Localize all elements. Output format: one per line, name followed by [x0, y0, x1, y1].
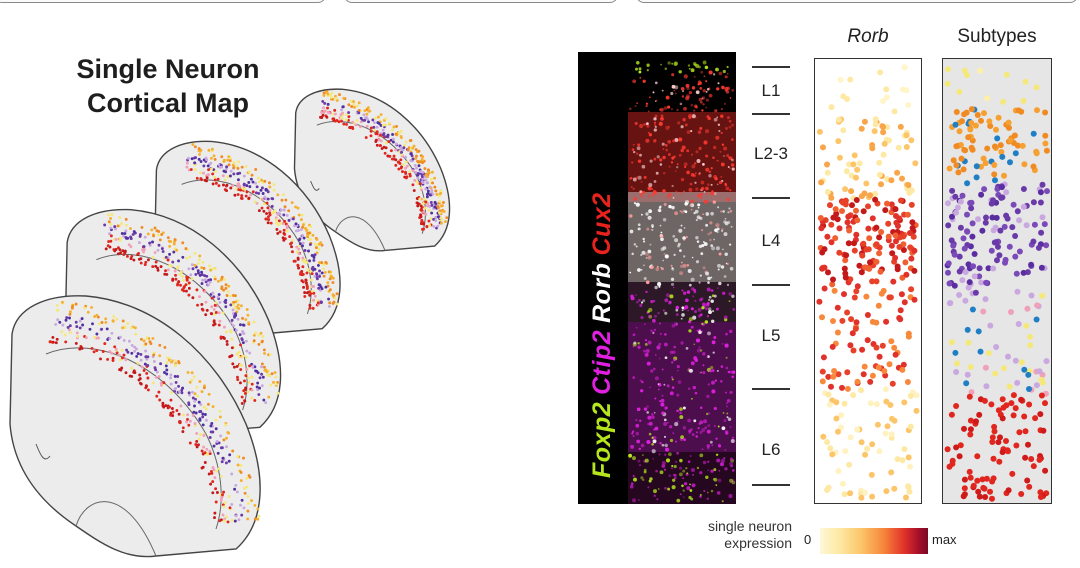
rorb-panel-title: Rorb: [847, 26, 889, 47]
brain-sections-illustration: [9, 88, 451, 558]
rorb-expression-panel: [814, 58, 922, 504]
figure-title: Single Neuron Cortical Map: [28, 52, 308, 120]
top-tab-strip: [0, 0, 1080, 4]
layer-label-l1: L1: [761, 81, 781, 100]
layer-boundary: [752, 388, 790, 390]
layer-label-l4: L4: [761, 231, 781, 250]
fluorescence-stain-image: [578, 52, 736, 504]
tab-fragment-middle: [344, 0, 618, 3]
marker-label: Foxp2 Ctip2 Rorb Cux2: [588, 185, 617, 478]
colorbar-max-label: max: [932, 532, 957, 547]
expression-colorbar: [820, 528, 928, 554]
title-line-1: Single Neuron: [76, 54, 260, 84]
layer-label-l2-3: L2-3: [753, 144, 789, 163]
marker-rorb: Rorb: [588, 262, 616, 323]
colorbar-label: single neuron expression: [660, 518, 792, 552]
tab-fragment-right: [636, 0, 1078, 3]
layer-label-l5: L5: [761, 326, 781, 345]
title-line-2: Cortical Map: [86, 88, 250, 118]
layer-label-l6: L6: [761, 440, 781, 459]
brain-section: [293, 88, 451, 252]
brain-section: [9, 295, 261, 558]
subtypes-panel-title: Subtypes: [957, 26, 1037, 47]
marker-cux2: Cux2: [588, 192, 616, 256]
colorbar-min-label: 0: [804, 532, 812, 547]
layer-boundary: [752, 113, 790, 115]
marker-ctip2: Ctip2: [588, 329, 616, 395]
tab-fragment-left: [0, 0, 326, 3]
subtypes-panel: [942, 58, 1052, 504]
layer-boundary: [752, 197, 790, 199]
layer-boundary: [752, 484, 790, 486]
layer-boundary: [752, 66, 790, 68]
colorbar-label-line-2: expression: [724, 535, 792, 551]
colorbar-label-line-1: single neuron: [707, 518, 792, 534]
marker-foxp2: Foxp2: [588, 401, 616, 478]
layer-boundary: [752, 284, 790, 286]
